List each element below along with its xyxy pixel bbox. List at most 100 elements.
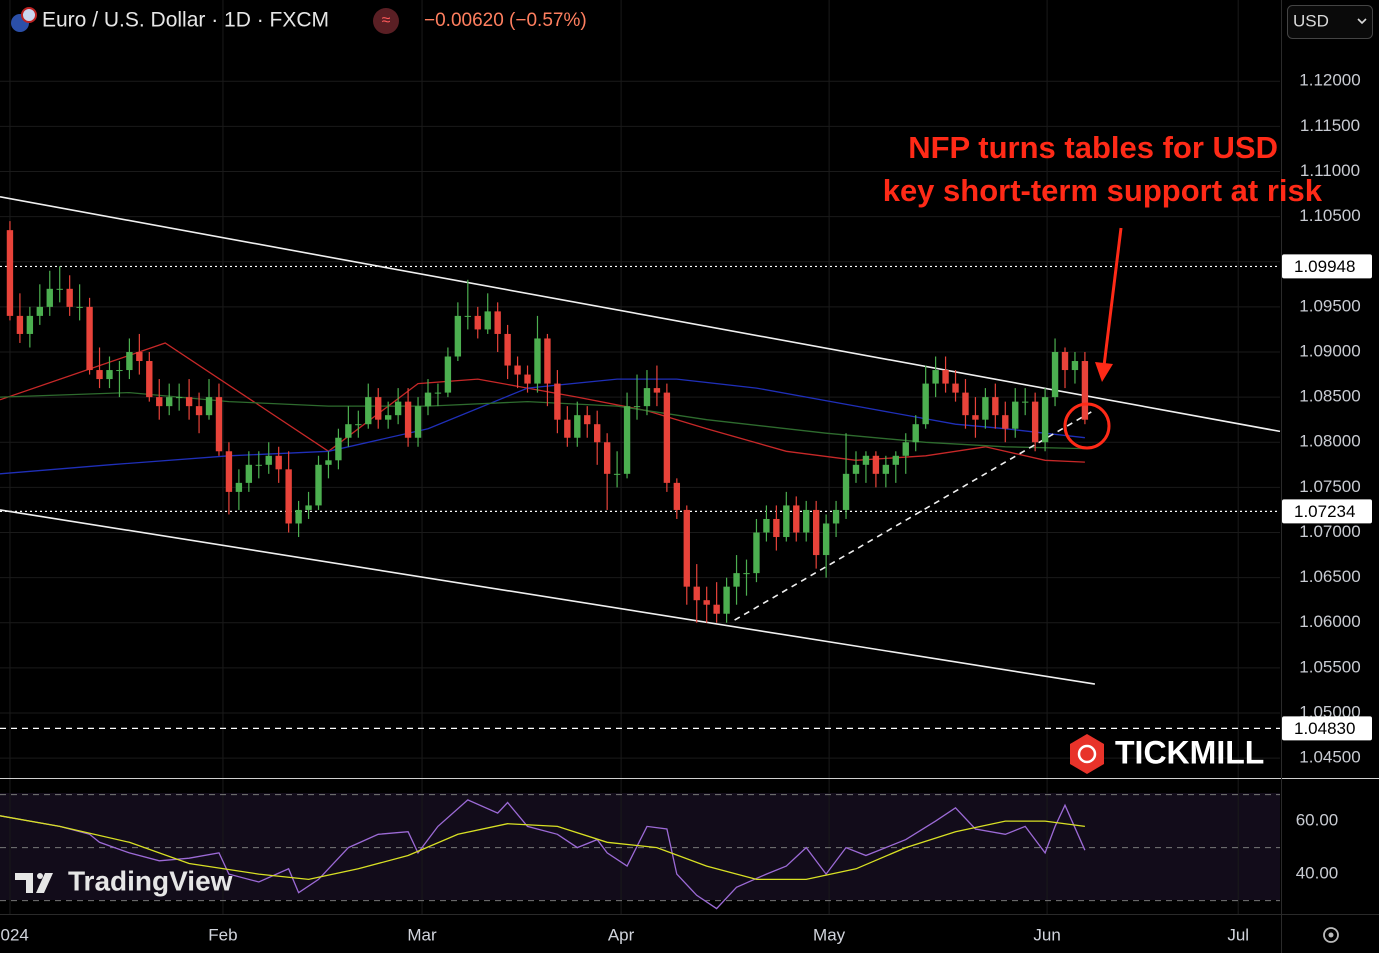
x-tick-label: Apr (608, 925, 635, 944)
brand-name: TICKMILL (1115, 734, 1264, 770)
candle-body (812, 509, 820, 556)
price-level-label: 1.04830 (1294, 719, 1355, 738)
candle-body (414, 406, 422, 438)
candle-body (335, 437, 342, 461)
candle-body (404, 401, 412, 438)
candle-body (623, 406, 631, 474)
symbol-title: Euro / U.S. Dollar · 1D · FXCM (42, 9, 329, 32)
candle-body (544, 338, 551, 384)
candle-body (862, 455, 870, 465)
candle-body (912, 424, 919, 443)
indicator-badge[interactable] (373, 8, 399, 34)
candle-body (733, 573, 740, 587)
candle-body (564, 419, 571, 438)
candle-body (86, 306, 93, 371)
y-tick-label: 1.12000 (1299, 71, 1360, 90)
candle-body (146, 361, 153, 398)
platform-mark (15, 873, 53, 893)
settings-icon[interactable] (1323, 927, 1339, 943)
candle-body (783, 505, 790, 538)
candle-body (295, 509, 302, 524)
candle-body (156, 397, 163, 407)
price-level-box (1282, 716, 1372, 741)
candle-body (1002, 415, 1009, 429)
candle-body (643, 388, 651, 407)
y-tick-label: 1.11500 (1300, 116, 1360, 135)
candle-body (116, 370, 123, 372)
y-tick-label: 1.07000 (1299, 522, 1360, 541)
candle-body (932, 370, 939, 384)
candle-body (534, 338, 541, 384)
candle-body (603, 442, 611, 474)
header: Euro / U.S. Dollar · 1D · FXCM ≈ −0.0062… (11, 7, 587, 34)
rsi-tick-label: 60.00 (1296, 811, 1339, 830)
annotation: NFP turns tables for USD key short-term … (883, 130, 1323, 450)
candle-body (1022, 401, 1029, 403)
candle-body (484, 311, 491, 330)
y-tick-label: 1.07500 (1299, 477, 1360, 496)
y-tick-label: 1.06000 (1299, 612, 1360, 631)
candle-body (235, 482, 243, 492)
candle-body (16, 315, 24, 334)
candle-body (902, 442, 909, 456)
candle-body (872, 455, 880, 474)
candle-body (713, 604, 720, 614)
candle-body (822, 523, 830, 556)
candle-body (106, 370, 113, 380)
platform-logo: TradingView (15, 865, 233, 896)
candle-body (504, 333, 511, 366)
candle-body (275, 455, 282, 470)
currency-label: USD (1293, 11, 1329, 30)
brand-mark-ring (1077, 744, 1097, 764)
candle-body (663, 392, 671, 483)
y-tick-label: 1.08000 (1299, 432, 1360, 451)
candle-body (76, 306, 83, 308)
usd-icon (21, 7, 37, 23)
candle-body (255, 464, 262, 466)
candle-body (852, 464, 860, 474)
candle-body (882, 464, 890, 474)
candle-body (136, 351, 143, 362)
annotation-line: NFP turns tables for USD (908, 130, 1278, 165)
candle-body (424, 392, 432, 407)
candle-body (942, 370, 949, 384)
candle-body (434, 392, 442, 394)
x-tick-label: Feb (208, 925, 237, 944)
candle-body (46, 288, 53, 307)
y-tick-label: 1.10500 (1299, 206, 1360, 225)
candle-body (842, 473, 850, 510)
candle-body (285, 469, 292, 524)
x-tick-label: 2024 (0, 925, 29, 944)
rsi-line (0, 799, 1086, 910)
rsi-tick-label: 40.00 (1296, 864, 1339, 883)
candle-body (195, 406, 203, 416)
candle-body (594, 424, 601, 443)
currency-button[interactable] (1287, 5, 1373, 39)
candle-body (355, 424, 362, 426)
chevron (1357, 18, 1367, 25)
settings-button[interactable] (1323, 927, 1339, 943)
candle-body (613, 473, 621, 475)
candle-body (56, 288, 63, 290)
candle-body (454, 315, 462, 357)
price-level-label: 1.07234 (1294, 502, 1355, 521)
candle-body (952, 383, 959, 393)
x-tick-label: May (813, 925, 846, 944)
candle-body (892, 455, 899, 465)
y-tick-label: 1.09500 (1299, 296, 1360, 315)
candle-body (66, 288, 73, 307)
candle-body (315, 464, 322, 506)
x-tick-label: Mar (407, 925, 437, 944)
trendline (0, 196, 1281, 433)
candle-body (96, 370, 103, 380)
currency-selector[interactable]: USD (1287, 5, 1373, 39)
y-tick-label: 1.08500 (1299, 387, 1360, 406)
candle-body (265, 455, 272, 465)
candle-body (1031, 401, 1039, 443)
price-level-box (1282, 499, 1372, 524)
platform-name: TradingView (68, 865, 233, 896)
candle-body (1071, 361, 1079, 371)
candle-body (394, 401, 402, 416)
y-tick-label: 1.04500 (1299, 748, 1360, 767)
